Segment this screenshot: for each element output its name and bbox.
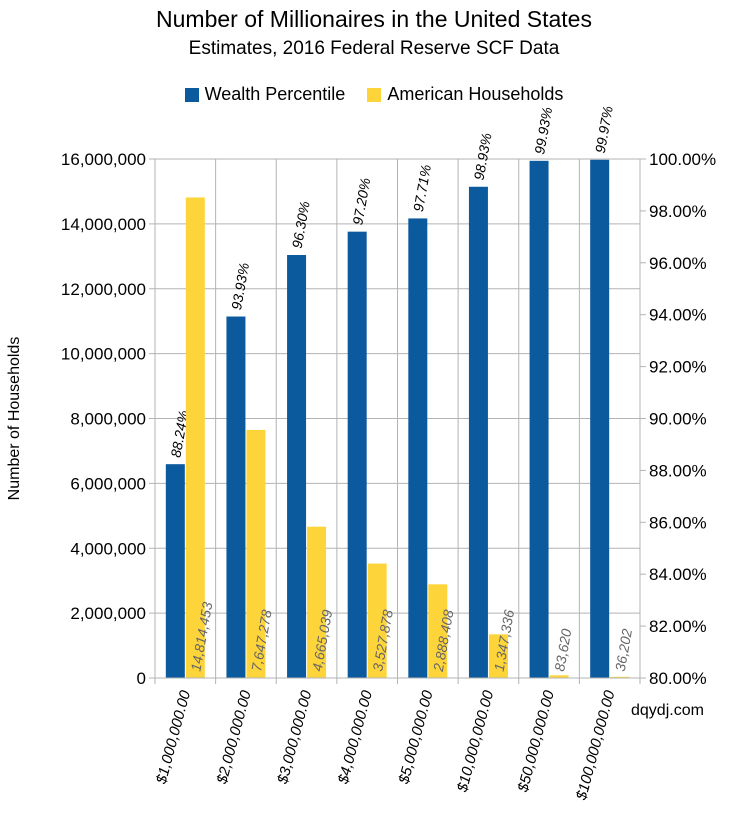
bar-american-households xyxy=(367,563,387,678)
data-label-wealth-percentile: 93.93% xyxy=(228,261,252,311)
x-axis-category-label: $50,000,000.00 xyxy=(514,688,558,795)
y-axis-tick-label: 12,000,000 xyxy=(61,280,146,299)
legend-swatch-wealth-percentile xyxy=(184,87,199,102)
bar-wealth-percentile xyxy=(590,159,610,678)
y2-axis-tick-label: 94.00% xyxy=(649,306,707,325)
bar-wealth-percentile xyxy=(287,255,307,678)
x-axis-category-label: $10,000,000.00 xyxy=(454,688,498,795)
bar-wealth-percentile xyxy=(408,218,428,678)
bar-wealth-percentile xyxy=(347,231,367,678)
y-axis-title: Number of Households xyxy=(6,337,23,501)
y-axis-tick-label: 14,000,000 xyxy=(61,215,146,234)
bar-wealth-percentile xyxy=(468,186,488,679)
y2-axis-tick-label: 96.00% xyxy=(649,254,707,273)
chart-subtitle: Estimates, 2016 Federal Reserve SCF Data xyxy=(188,38,560,59)
y-axis-tick-label: 16,000,000 xyxy=(61,150,146,169)
bar-wealth-percentile xyxy=(226,316,246,678)
bar-american-households xyxy=(307,526,327,678)
bar-american-households xyxy=(610,676,630,678)
y2-axis-tick-label: 98.00% xyxy=(649,202,707,221)
y2-axis-tick-label: 84.00% xyxy=(649,565,707,584)
x-axis-category-label: $4,000,000.00 xyxy=(335,688,377,787)
bar-american-households xyxy=(246,429,266,678)
x-axis-category-label: $100,000,000.00 xyxy=(573,688,619,803)
legend-swatch-american-households xyxy=(367,87,382,102)
y2-axis-tick-label: 86.00% xyxy=(649,513,707,532)
legend-label-wealth-percentile: Wealth Percentile xyxy=(204,84,346,104)
y2-axis-tick-label: 82.00% xyxy=(649,617,707,636)
data-label-american-households: 36,202 xyxy=(612,627,635,672)
y2-axis-tick-label: 80.00% xyxy=(649,669,707,688)
y-axis-tick-label: 8,000,000 xyxy=(70,410,146,429)
data-label-wealth-percentile: 99.93% xyxy=(531,106,555,156)
bar-american-households xyxy=(428,584,448,678)
y-axis-tick-label: 2,000,000 xyxy=(70,604,146,623)
chart-legend: Wealth Percentile American Households xyxy=(0,84,748,105)
x-axis-category-label: $2,000,000.00 xyxy=(213,688,255,787)
x-axis-category-label: $5,000,000.00 xyxy=(395,688,437,787)
y2-axis-tick-label: 100.00% xyxy=(649,150,716,169)
y-axis-tick-label: 10,000,000 xyxy=(61,345,146,364)
y2-axis-tick-label: 92.00% xyxy=(649,358,707,377)
chart-title: Number of Millionaires in the United Sta… xyxy=(156,6,592,32)
data-label-american-households: 83,620 xyxy=(551,627,574,672)
bar-american-households xyxy=(488,634,508,678)
data-label-wealth-percentile: 98.93% xyxy=(471,132,495,182)
data-label-wealth-percentile: 96.30% xyxy=(289,200,313,250)
data-label-wealth-percentile: 99.97% xyxy=(592,105,616,155)
bar-american-households xyxy=(185,197,205,678)
legend-label-american-households: American Households xyxy=(387,84,564,104)
bar-wealth-percentile xyxy=(529,160,549,678)
y-axis-tick-label: 4,000,000 xyxy=(70,539,146,558)
data-label-wealth-percentile: 97.71% xyxy=(410,163,434,213)
bar-american-households xyxy=(549,675,569,678)
y2-axis-tick-label: 90.00% xyxy=(649,410,707,429)
y-axis-tick-label: 6,000,000 xyxy=(70,474,146,493)
bar-wealth-percentile xyxy=(165,464,185,678)
x-axis-category-label: $3,000,000.00 xyxy=(274,688,316,787)
source-watermark: dqydj.com xyxy=(631,702,704,719)
data-label-wealth-percentile: 97.20% xyxy=(349,177,373,227)
x-axis-category-label: $1,000,000.00 xyxy=(153,688,195,787)
legend-item-wealth-percentile: Wealth Percentile xyxy=(184,84,346,105)
y-axis-tick-label: 0 xyxy=(137,669,146,688)
y2-axis-tick-label: 88.00% xyxy=(649,461,707,480)
legend-item-american-households: American Households xyxy=(367,84,563,105)
